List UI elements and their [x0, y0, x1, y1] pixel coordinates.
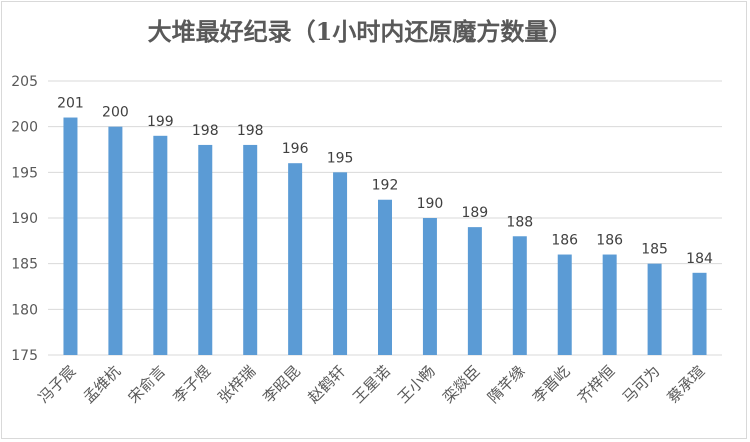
x-tick-label: 冯子宸	[35, 362, 80, 407]
x-tick-label: 赵鹤轩	[304, 362, 349, 407]
data-label: 184	[686, 251, 713, 267]
data-label: 189	[461, 205, 488, 221]
bar	[108, 126, 123, 356]
y-tick-label: 195	[11, 165, 38, 181]
bar	[422, 218, 437, 355]
bar	[557, 254, 572, 355]
data-label: 186	[551, 233, 578, 249]
bar	[198, 144, 213, 355]
x-tick-label: 李昭昆	[259, 362, 304, 407]
y-tick-label: 200	[11, 120, 38, 136]
x-tick-label: 齐梓恒	[574, 362, 619, 407]
data-label: 188	[506, 214, 533, 230]
y-tick-label: 175	[11, 348, 38, 364]
x-tick-label: 张梓瑞	[214, 362, 259, 407]
x-tick-label: 王星诺	[349, 362, 394, 407]
data-label: 198	[237, 123, 264, 139]
chart-title: 大堆最好纪录（1小时内还原魔方数量）	[148, 17, 573, 46]
data-label: 201	[57, 96, 84, 112]
x-tick-label: 栾燚臣	[439, 362, 484, 407]
x-tick-label: 王小畅	[394, 362, 439, 407]
data-label: 192	[372, 178, 399, 194]
data-label: 200	[102, 105, 129, 121]
x-tick-label: 李子煜	[170, 362, 215, 407]
x-tick-label: 宋俞言	[125, 362, 170, 407]
data-label: 196	[282, 141, 309, 157]
bar	[378, 199, 392, 355]
bar	[647, 263, 662, 355]
bar	[333, 172, 348, 355]
data-label: 198	[192, 123, 219, 139]
data-label: 190	[417, 196, 444, 212]
bar	[243, 144, 258, 355]
x-tick-label: 李晋屹	[529, 362, 574, 407]
data-label: 185	[641, 242, 668, 258]
x-tick-label: 蔡承瑄	[664, 362, 709, 407]
bar	[692, 272, 707, 355]
data-label: 199	[147, 114, 174, 130]
bar	[467, 227, 482, 355]
y-tick-label: 180	[11, 302, 38, 318]
x-tick-label: 隋芊缘	[484, 362, 529, 407]
x-tick-label: 孟维杭	[80, 362, 125, 407]
bar	[512, 236, 527, 355]
bar	[63, 117, 78, 356]
bar	[602, 254, 617, 355]
y-tick-label: 205	[11, 74, 38, 90]
bar	[288, 163, 303, 355]
data-label: 186	[596, 233, 623, 249]
y-tick-label: 185	[11, 257, 38, 273]
x-tick-label: 马可为	[619, 362, 664, 407]
bar	[153, 135, 168, 355]
y-tick-label: 190	[11, 211, 38, 227]
data-label: 195	[327, 150, 354, 166]
